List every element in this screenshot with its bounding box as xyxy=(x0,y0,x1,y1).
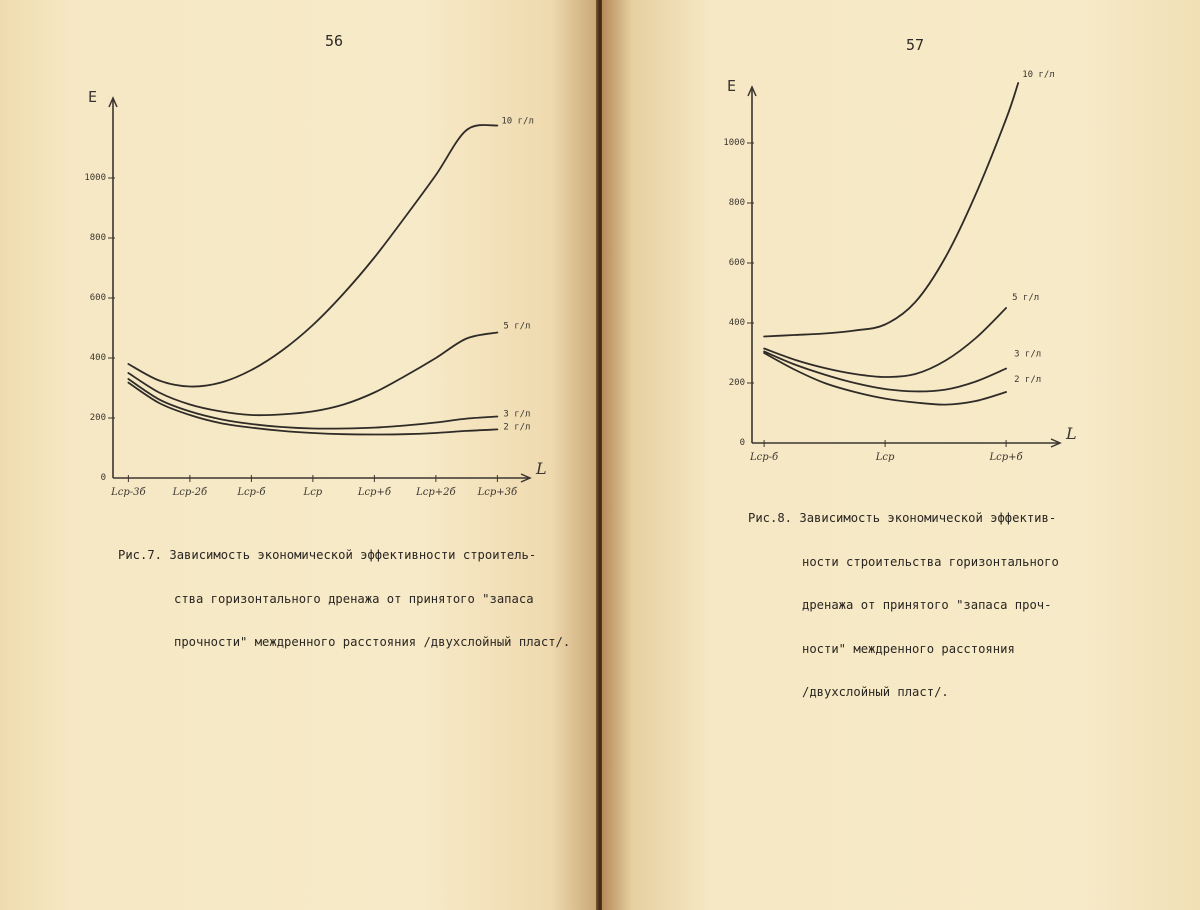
x-tick-label: Lср+б xyxy=(989,452,1024,463)
y-tick-label: 400 xyxy=(729,318,745,328)
y-tick-label: 800 xyxy=(90,233,106,243)
x-tick-label: Lср+3б xyxy=(477,487,518,498)
caption-line: ности" междренного расстояния xyxy=(802,641,1015,656)
y-tick-label: 400 xyxy=(90,353,106,363)
series-line xyxy=(763,82,1020,338)
caption-line: /двухслойный пласт/. xyxy=(802,685,949,699)
series-label: 2 г/л xyxy=(1014,375,1041,385)
y-tick-label: 200 xyxy=(729,378,745,388)
series-line xyxy=(127,331,499,417)
series-line xyxy=(127,124,499,388)
x-tick-label: Lср-3б xyxy=(110,487,146,498)
y-axis-label: E xyxy=(88,88,97,106)
series-label: 10 г/л xyxy=(1022,70,1055,80)
x-tick-label: Lср-б xyxy=(749,452,779,463)
x-tick-label: Lср-2б xyxy=(172,487,208,498)
x-axis-arrow xyxy=(520,473,532,483)
y-tick-label: 200 xyxy=(90,413,106,423)
series-label: 5 г/л xyxy=(503,322,530,332)
book-gutter xyxy=(596,0,604,910)
x-tick-label: Lср xyxy=(303,487,323,498)
y-tick-label: 800 xyxy=(729,198,745,208)
series-line xyxy=(763,307,1007,378)
series-line xyxy=(763,352,1007,406)
y-axis-arrow xyxy=(747,85,757,97)
x-axis-label: L xyxy=(1065,424,1077,443)
series-line xyxy=(763,350,1007,393)
series-line xyxy=(127,378,499,430)
y-axis-label: E xyxy=(727,77,736,95)
series-label: 10 г/л xyxy=(501,117,534,127)
y-tick-label: 600 xyxy=(729,258,745,268)
x-tick-label: Lср+б xyxy=(357,487,392,498)
y-tick-label: 0 xyxy=(101,473,106,483)
x-tick-label: Lср xyxy=(875,452,895,463)
series-line xyxy=(127,381,499,436)
series-label: 2 г/л xyxy=(503,422,530,432)
y-axis-arrow xyxy=(108,96,118,108)
x-axis-arrow xyxy=(1050,438,1062,448)
x-tick-label: Lср+2б xyxy=(415,487,456,498)
chart-fig7: E L 0 200 400 600 800 1000 Lср-3б Lср-2б Lср-б Lср L… xyxy=(84,88,547,498)
y-tick-label: 600 xyxy=(90,293,106,303)
caption-line: ности строительства горизонтального xyxy=(802,554,1059,569)
series-label: 3 г/л xyxy=(1014,350,1041,360)
x-tick-label: Lср-б xyxy=(236,487,266,498)
caption-line: дренажа от принятого "запаса проч- xyxy=(802,598,1052,612)
x-axis-label: L xyxy=(535,459,547,478)
caption-line: Рис.7. Зависимость экономической эффекти… xyxy=(118,548,537,562)
series-label: 3 г/л xyxy=(503,410,530,420)
caption-line: прочности" междренного расстояния /двухс… xyxy=(174,635,571,649)
y-tick-label: 1000 xyxy=(84,173,106,183)
caption-line: Рис.8. Зависимость экономической эффекти… xyxy=(748,511,1057,525)
caption-line: ства горизонтального дренажа от принятог… xyxy=(174,591,534,606)
left-page: 56 E L 0 200 400 600 800 1000 Lср-3б Lср-2б Lср-б L… xyxy=(0,0,598,910)
right-page: 57 E L 0 200 400 600 800 1000 Lср-б Lср Lср+б 10 г/… xyxy=(602,0,1200,910)
y-tick-label: 1000 xyxy=(723,138,745,148)
page-number: 56 xyxy=(325,32,344,50)
series-label: 5 г/л xyxy=(1012,293,1039,303)
chart-fig8: E L 0 200 400 600 800 1000 Lср-б Lср Lср+б 10 г/л 5 … xyxy=(723,70,1077,463)
figure-caption: Рис.8. Зависимость экономической эффекти… xyxy=(748,482,1059,729)
figure-caption: Рис.7. Зависимость экономической эффекти… xyxy=(118,519,570,679)
page-number: 57 xyxy=(906,36,925,54)
y-tick-label: 0 xyxy=(740,438,745,448)
